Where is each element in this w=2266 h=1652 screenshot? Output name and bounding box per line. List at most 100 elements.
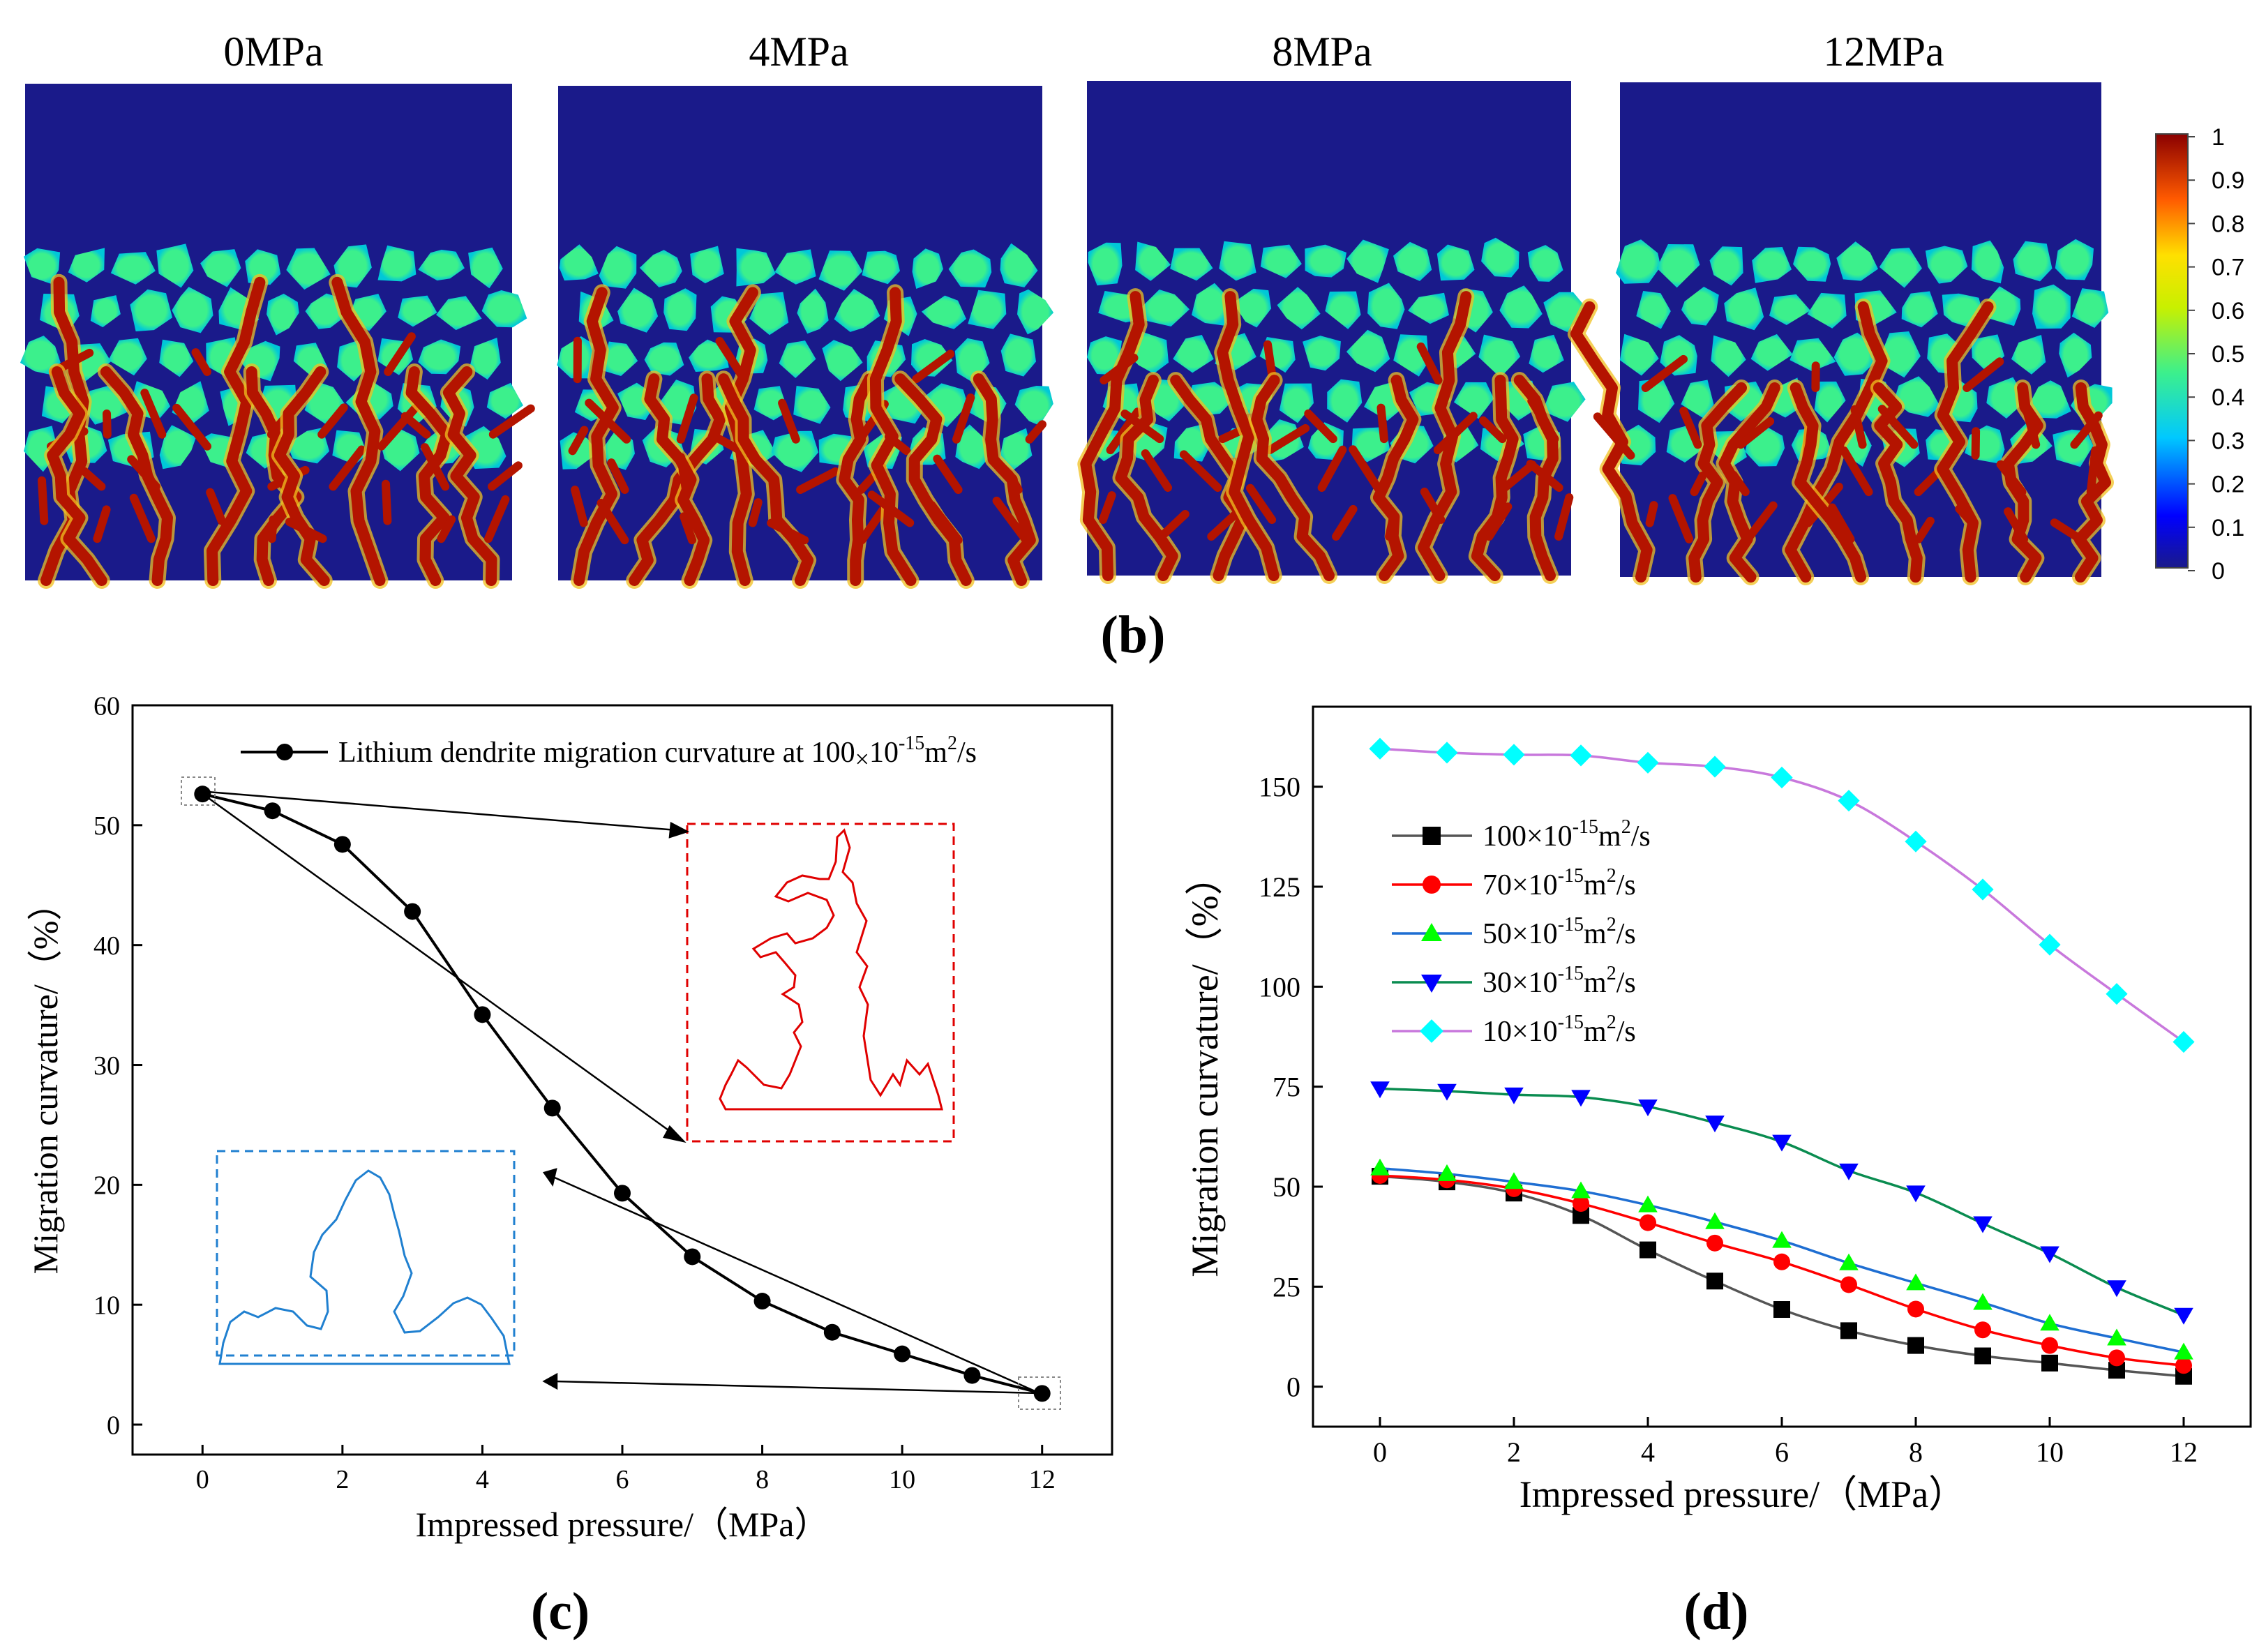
dendrite-branch: [992, 496, 1030, 545]
data-point: [1637, 751, 1659, 774]
separator-grain: [1527, 245, 1563, 282]
x-tick-label: 4: [476, 1465, 489, 1494]
separator-grain: [834, 289, 880, 332]
dendrite-branch: [267, 515, 278, 543]
dendrite-branch: [1729, 470, 1750, 497]
dendrite-branch: [748, 498, 763, 527]
separator-grain: [377, 245, 417, 282]
data-point: [1571, 1181, 1591, 1199]
data-point: [823, 1323, 841, 1341]
x-tick-label: 8: [1909, 1436, 1923, 1468]
data-point: [1773, 1253, 1790, 1270]
data-point: [1771, 766, 1793, 789]
separator-grain: [110, 252, 156, 285]
separator-grain: [418, 249, 465, 281]
separator-grain: [486, 382, 523, 419]
dendrite-branch: [1349, 445, 1382, 492]
series-line: [1379, 1175, 2184, 1378]
dendrite-branch: [1304, 409, 1337, 444]
separator-grain: [1088, 242, 1123, 286]
electrolyte-region: [1087, 81, 1571, 576]
dendrite-branch: [1668, 494, 1694, 543]
dendrite-branch: [1955, 504, 1977, 527]
dendrite: [1373, 375, 1419, 581]
separator-grain: [639, 250, 682, 287]
separator-grain: [1346, 239, 1389, 283]
data-point: [1906, 1185, 1926, 1203]
colorbar-tick-label: 0.1: [2212, 515, 2244, 541]
data-point: [1974, 1321, 1991, 1339]
separator-grain: [286, 248, 331, 290]
dendrite: [405, 366, 453, 586]
dendrite-branch: [2070, 411, 2103, 449]
separator-grain: [1170, 248, 1213, 281]
data-point: [1504, 1172, 1524, 1189]
data-point: [2174, 1342, 2193, 1360]
dendrite-branch: [1996, 460, 2027, 497]
dendrite: [718, 373, 814, 586]
chart-c-highlight-end: [1018, 1376, 1061, 1410]
data-point: [1773, 1301, 1790, 1319]
data-point: [1974, 1347, 1991, 1365]
legend-marker: [1420, 1019, 1443, 1043]
dendrite: [573, 287, 619, 586]
simulation-panel-0: 0MPa: [20, 29, 535, 589]
dendrite-outline-blue: [218, 1169, 511, 1365]
separator-grain: [108, 338, 147, 376]
separator-grain: [1789, 338, 1836, 372]
dendrite: [47, 366, 107, 586]
dendrite-branch: [715, 337, 749, 384]
data-point: [264, 802, 281, 820]
colorbar-tick-label: 0.6: [2212, 298, 2244, 324]
chart-c-ylabel: Migration curvature/（%）: [26, 886, 65, 1275]
dendrite-branch: [1554, 493, 1574, 541]
dendrite: [1937, 301, 1994, 583]
separator-grain: [559, 244, 599, 281]
data-point: [1706, 1272, 1723, 1290]
separator-grain: [398, 295, 437, 327]
separator-grain: [1636, 291, 1671, 329]
dendrite: [1785, 301, 1888, 583]
data-point: [194, 786, 211, 803]
data-point: [1640, 1214, 1656, 1231]
dendrite-branch: [1641, 354, 1688, 392]
legend-label: 30×10-15m2/s: [1483, 963, 1636, 999]
separator-grain: [736, 248, 776, 287]
separator-grain: [20, 336, 61, 375]
panel-label-d: (d): [1684, 1582, 1749, 1641]
y-tick-label: 50: [1273, 1171, 1300, 1203]
separator-grain: [1619, 333, 1659, 376]
legend-label: 70×10-15m2/s: [1483, 865, 1636, 901]
chart-d-xlabel: Impressed pressure/（MPa）: [1520, 1473, 1966, 1515]
data-point: [1972, 878, 1994, 901]
data-point: [614, 1185, 631, 1202]
dendrite-branch: [952, 393, 975, 444]
dendrite: [273, 366, 330, 586]
dendrite-branch: [676, 393, 698, 444]
chart-c-highlight-start: [181, 776, 216, 806]
separator-grain: [1305, 244, 1346, 278]
dendrite-branch: [1485, 502, 1513, 541]
separator-grain: [1769, 294, 1810, 325]
electrolyte-region: [558, 86, 1042, 580]
separator-grain: [1367, 283, 1405, 329]
separator-grain: [245, 249, 281, 285]
dendrite: [1471, 375, 1519, 581]
series-line: [1379, 1174, 2184, 1367]
data-point: [2040, 1314, 2059, 1331]
separator-grain: [1529, 334, 1564, 373]
dendrite-branch: [1500, 460, 1537, 492]
dendrite-branch: [1526, 460, 1563, 492]
separator-grain: [156, 243, 194, 288]
separator-grain: [436, 296, 482, 331]
data-point: [2174, 1307, 2193, 1325]
colorbar-tick-label: 0.8: [2212, 211, 2244, 237]
dendrite-branch: [1877, 405, 1919, 449]
separator-grain: [1709, 246, 1743, 286]
data-point: [1638, 1099, 1658, 1117]
simulation-panel-3: 12MPa: [1568, 29, 2114, 585]
chart-c-frame: [131, 704, 1113, 1456]
data-point: [1839, 1253, 1859, 1270]
dendrite-branch: [1963, 357, 2004, 392]
data-point: [1571, 1090, 1591, 1107]
